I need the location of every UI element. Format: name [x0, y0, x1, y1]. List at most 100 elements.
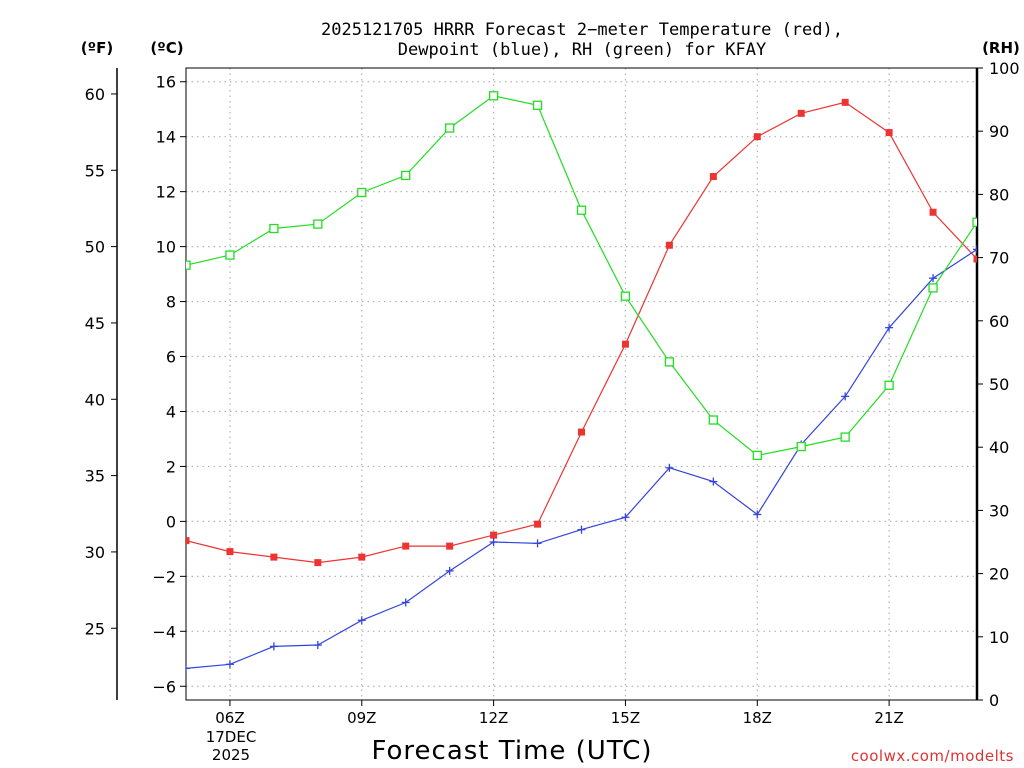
f-tick-label: 40: [85, 390, 105, 409]
rh-tick-label: 20: [989, 565, 1009, 584]
2-meter-temperature-point: [186, 537, 190, 545]
f-tick-label: 30: [85, 543, 105, 562]
rh-point: [313, 219, 323, 229]
date-year-label: 2025: [212, 746, 250, 764]
dewpoint-point: [445, 566, 454, 575]
rh-point: [269, 223, 279, 234]
f-tick-label: 60: [85, 85, 105, 104]
2-meter-temperature-point: [973, 255, 977, 263]
f-tick-label: 35: [85, 467, 105, 486]
chart-title-line2: Dewpoint (blue), RH (green) for KFAY: [398, 40, 766, 60]
c-tick-label: −6: [152, 677, 176, 696]
dewpoint-point: [401, 598, 410, 607]
unit-rh-label: (RH): [982, 39, 1020, 57]
rh-point: [840, 432, 850, 442]
rh-point: [972, 217, 977, 227]
dewpoint-point: [841, 392, 850, 401]
2-meter-temperature-point: [270, 553, 278, 561]
dewpoint-point: [621, 513, 630, 522]
dewpoint-point: [225, 660, 234, 669]
dewpoint-point: [533, 539, 542, 548]
f-tick-label: 55: [85, 161, 105, 180]
unit-c-label: (ºC): [150, 39, 183, 57]
rh-point: [928, 283, 938, 293]
c-tick-label: 12: [156, 183, 176, 202]
rh-point: [401, 170, 411, 181]
rh-tick-label: 50: [989, 375, 1009, 394]
2-meter-temperature-point: [753, 133, 761, 141]
2-meter-temperature-point: [314, 559, 322, 567]
plot-frame: [185, 67, 978, 701]
rh-point: [488, 91, 499, 101]
rh-tick-label: 60: [989, 312, 1009, 331]
rh-point: [225, 250, 235, 260]
rh-point: [708, 415, 718, 425]
x-tick-label: 06Z: [215, 709, 244, 727]
rh-tick-label: 0: [989, 691, 999, 710]
dewpoint-point: [973, 245, 977, 254]
c-tick-label: 2: [166, 457, 176, 476]
dewpoint-point: [929, 274, 938, 283]
rh-line: [186, 95, 977, 457]
series-layer: [186, 91, 977, 673]
rh-tick-label: 10: [989, 628, 1009, 647]
c-tick-label: 14: [156, 128, 176, 147]
rh-point: [532, 100, 543, 110]
dewpoint-point: [313, 641, 322, 650]
ticks: 06Z 09Z 12Z 15Z 18Z 21Z −6 −4 −2 0 2 4 6 8 10 12 14 16 25 3…: [85, 59, 1020, 727]
2-meter-temperature-point: [709, 173, 717, 181]
grid: [186, 68, 977, 700]
f-tick-label: 45: [85, 314, 105, 333]
2-meter-temperature-point: [358, 553, 366, 561]
2-meter-temperature-point: [446, 542, 454, 550]
f-tick-label: 50: [85, 238, 105, 257]
chart-title-line1: 2025121705 HRRR Forecast 2−meter Tempera…: [321, 20, 843, 40]
x-axis-title: Forecast Time (UTC): [371, 736, 652, 766]
rh-tick-label: 100: [989, 59, 1020, 78]
2-meter-temperature-line: [186, 101, 977, 564]
2-meter-temperature-point: [929, 208, 937, 216]
c-tick-label: 8: [166, 293, 176, 312]
unit-f-label: (ºF): [81, 39, 113, 57]
c-tick-label: 6: [166, 348, 176, 367]
rh-point: [576, 205, 587, 215]
x-tick-label: 12Z: [479, 709, 508, 727]
dewpoint-point: [753, 510, 762, 519]
rh-point: [620, 291, 631, 301]
dewpoint-point: [665, 463, 674, 472]
c-tick-label: 4: [166, 402, 176, 421]
rh-point: [752, 450, 762, 461]
2-meter-temperature-point: [402, 542, 410, 550]
2-meter-temperature-point: [226, 548, 234, 556]
x-tick-label: 21Z: [874, 709, 903, 727]
dewpoint-point: [709, 477, 718, 486]
2-meter-temperature-point: [578, 428, 585, 436]
dewpoint-point: [577, 525, 586, 534]
c-tick-label: 0: [166, 512, 176, 531]
rh-tick-label: 30: [989, 501, 1009, 520]
2-meter-temperature-point: [665, 241, 673, 249]
dewpoint-point: [489, 538, 498, 546]
x-tick-label: 15Z: [611, 709, 640, 727]
x-tick-label: 09Z: [347, 709, 376, 727]
2-meter-temperature-point: [885, 129, 893, 137]
c-tick-label: 16: [156, 73, 176, 92]
2-meter-temperature-point: [797, 109, 805, 117]
credit-label: coolwx.com/modelts: [851, 747, 1014, 765]
rh-tick-label: 90: [989, 122, 1009, 141]
c-tick-label: −2: [152, 567, 176, 586]
dewpoint-point: [269, 642, 278, 651]
dewpoint-point: [885, 323, 894, 332]
rh-point: [884, 380, 894, 390]
c-tick-label: 10: [156, 238, 176, 257]
rh-point: [186, 260, 191, 270]
rh-point: [445, 123, 455, 133]
2-meter-temperature-point: [841, 98, 849, 106]
dewpoint-point: [357, 616, 366, 625]
rh-tick-label: 40: [989, 438, 1009, 457]
dewpoint-point: [186, 664, 190, 673]
dewpoint-line: [186, 248, 977, 669]
rh-point: [357, 187, 367, 198]
rh-tick-label: 80: [989, 185, 1009, 204]
